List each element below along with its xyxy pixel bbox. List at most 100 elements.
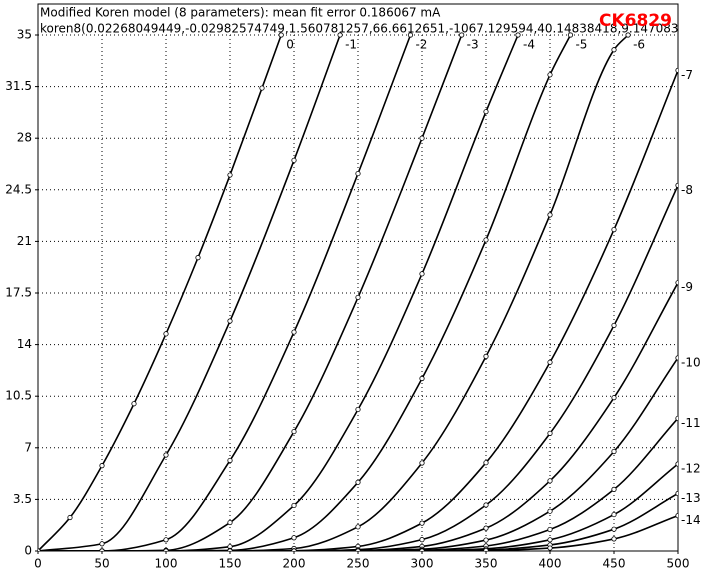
- curve: [38, 282, 678, 551]
- curve: [38, 514, 678, 551]
- data-point: [355, 170, 361, 177]
- data-point: [483, 547, 489, 551]
- data-point: [611, 47, 617, 53]
- curve-label: -12: [681, 462, 701, 476]
- data-point: [227, 457, 233, 464]
- data-point: [419, 460, 425, 466]
- y-tick-label: 17.5: [5, 286, 32, 300]
- curves: [38, 32, 678, 551]
- y-tick-label: 21: [17, 234, 32, 248]
- data-point: [547, 526, 553, 533]
- y-tick-label: 35: [17, 28, 32, 42]
- grid: [35, 34, 679, 554]
- data-point: [611, 486, 617, 492]
- data-point: [419, 135, 425, 141]
- data-point: [547, 430, 553, 436]
- y-tick-label: 0: [24, 544, 32, 558]
- curve: [38, 70, 678, 551]
- data-point: [675, 67, 678, 73]
- x-tick-label: 350: [475, 557, 498, 571]
- data-point: [355, 548, 361, 551]
- data-point: [611, 322, 617, 329]
- data-point: [291, 329, 297, 335]
- curve: [38, 34, 282, 551]
- data-point: [675, 280, 678, 286]
- data-point: [675, 490, 678, 497]
- chart-title: Modified Koren model (8 parameters): mea…: [40, 6, 441, 20]
- data-point: [483, 502, 489, 508]
- x-tick-label: 500: [667, 557, 690, 571]
- data-point: [163, 548, 169, 551]
- data-point: [675, 415, 678, 421]
- data-point: [259, 85, 265, 91]
- y-tick-label: 7: [24, 440, 32, 454]
- data-point: [611, 526, 617, 532]
- curve-label: -1: [345, 38, 357, 52]
- curve-label: -11: [681, 416, 701, 430]
- y-tick-label: 3.5: [13, 492, 32, 506]
- data-point: [163, 537, 169, 543]
- curve: [38, 357, 678, 551]
- data-point: [419, 537, 425, 543]
- curve-label: -6: [633, 38, 645, 52]
- data-point: [291, 428, 297, 435]
- y-tick-label: 31.5: [5, 79, 32, 93]
- y-tick-label: 14: [17, 337, 32, 351]
- data-point: [337, 32, 343, 38]
- x-tick-label: 300: [411, 557, 434, 571]
- data-point: [227, 172, 233, 178]
- x-tick-label: 450: [603, 557, 626, 571]
- data-point: [483, 109, 489, 115]
- x-tick-label: 50: [94, 557, 109, 571]
- data-point: [278, 32, 284, 38]
- curve-label: -9: [681, 280, 693, 294]
- plot-frame: [37, 3, 679, 552]
- x-tick-label: 150: [219, 557, 242, 571]
- data-point: [419, 548, 425, 551]
- curve-label: -8: [681, 183, 693, 197]
- data-point: [483, 537, 489, 543]
- data-point: [355, 524, 361, 530]
- data-point: [131, 401, 137, 407]
- data-point: [611, 227, 617, 233]
- data-point: [675, 355, 678, 361]
- data-point: [547, 537, 553, 543]
- data-point: [227, 519, 233, 526]
- data-point: [483, 353, 489, 359]
- data-point: [67, 514, 73, 521]
- data-point: [195, 255, 201, 261]
- data-point: [483, 460, 489, 466]
- curve-label: -14: [681, 513, 701, 527]
- tube-name: CK6829: [599, 11, 672, 31]
- data-point: [38, 548, 41, 551]
- data-point: [355, 294, 361, 301]
- curve-label: -7: [681, 68, 693, 82]
- data-point: [227, 548, 233, 551]
- data-point: [611, 511, 617, 518]
- data-point: [419, 375, 425, 382]
- data-point: [625, 32, 631, 38]
- y-tick-label: 10.5: [5, 389, 32, 403]
- data-point: [407, 32, 414, 38]
- curve: [38, 34, 519, 551]
- data-point: [675, 182, 678, 188]
- curve-label: -10: [681, 355, 701, 369]
- data-point: [611, 395, 617, 401]
- data-point: [547, 478, 553, 484]
- x-tick-label: 200: [283, 557, 306, 571]
- data-point: [547, 72, 553, 78]
- curve-label: -13: [681, 491, 701, 505]
- x-tick-label: 400: [539, 557, 562, 571]
- data-point: [567, 32, 574, 38]
- data-point: [355, 406, 361, 413]
- curve-label: -3: [467, 38, 479, 52]
- data-point: [99, 548, 105, 551]
- curve: [38, 492, 678, 551]
- data-point: [291, 502, 297, 509]
- data-point: [291, 535, 297, 541]
- x-tick-label: 250: [347, 557, 370, 571]
- curve: [38, 185, 678, 551]
- data-point: [291, 548, 297, 551]
